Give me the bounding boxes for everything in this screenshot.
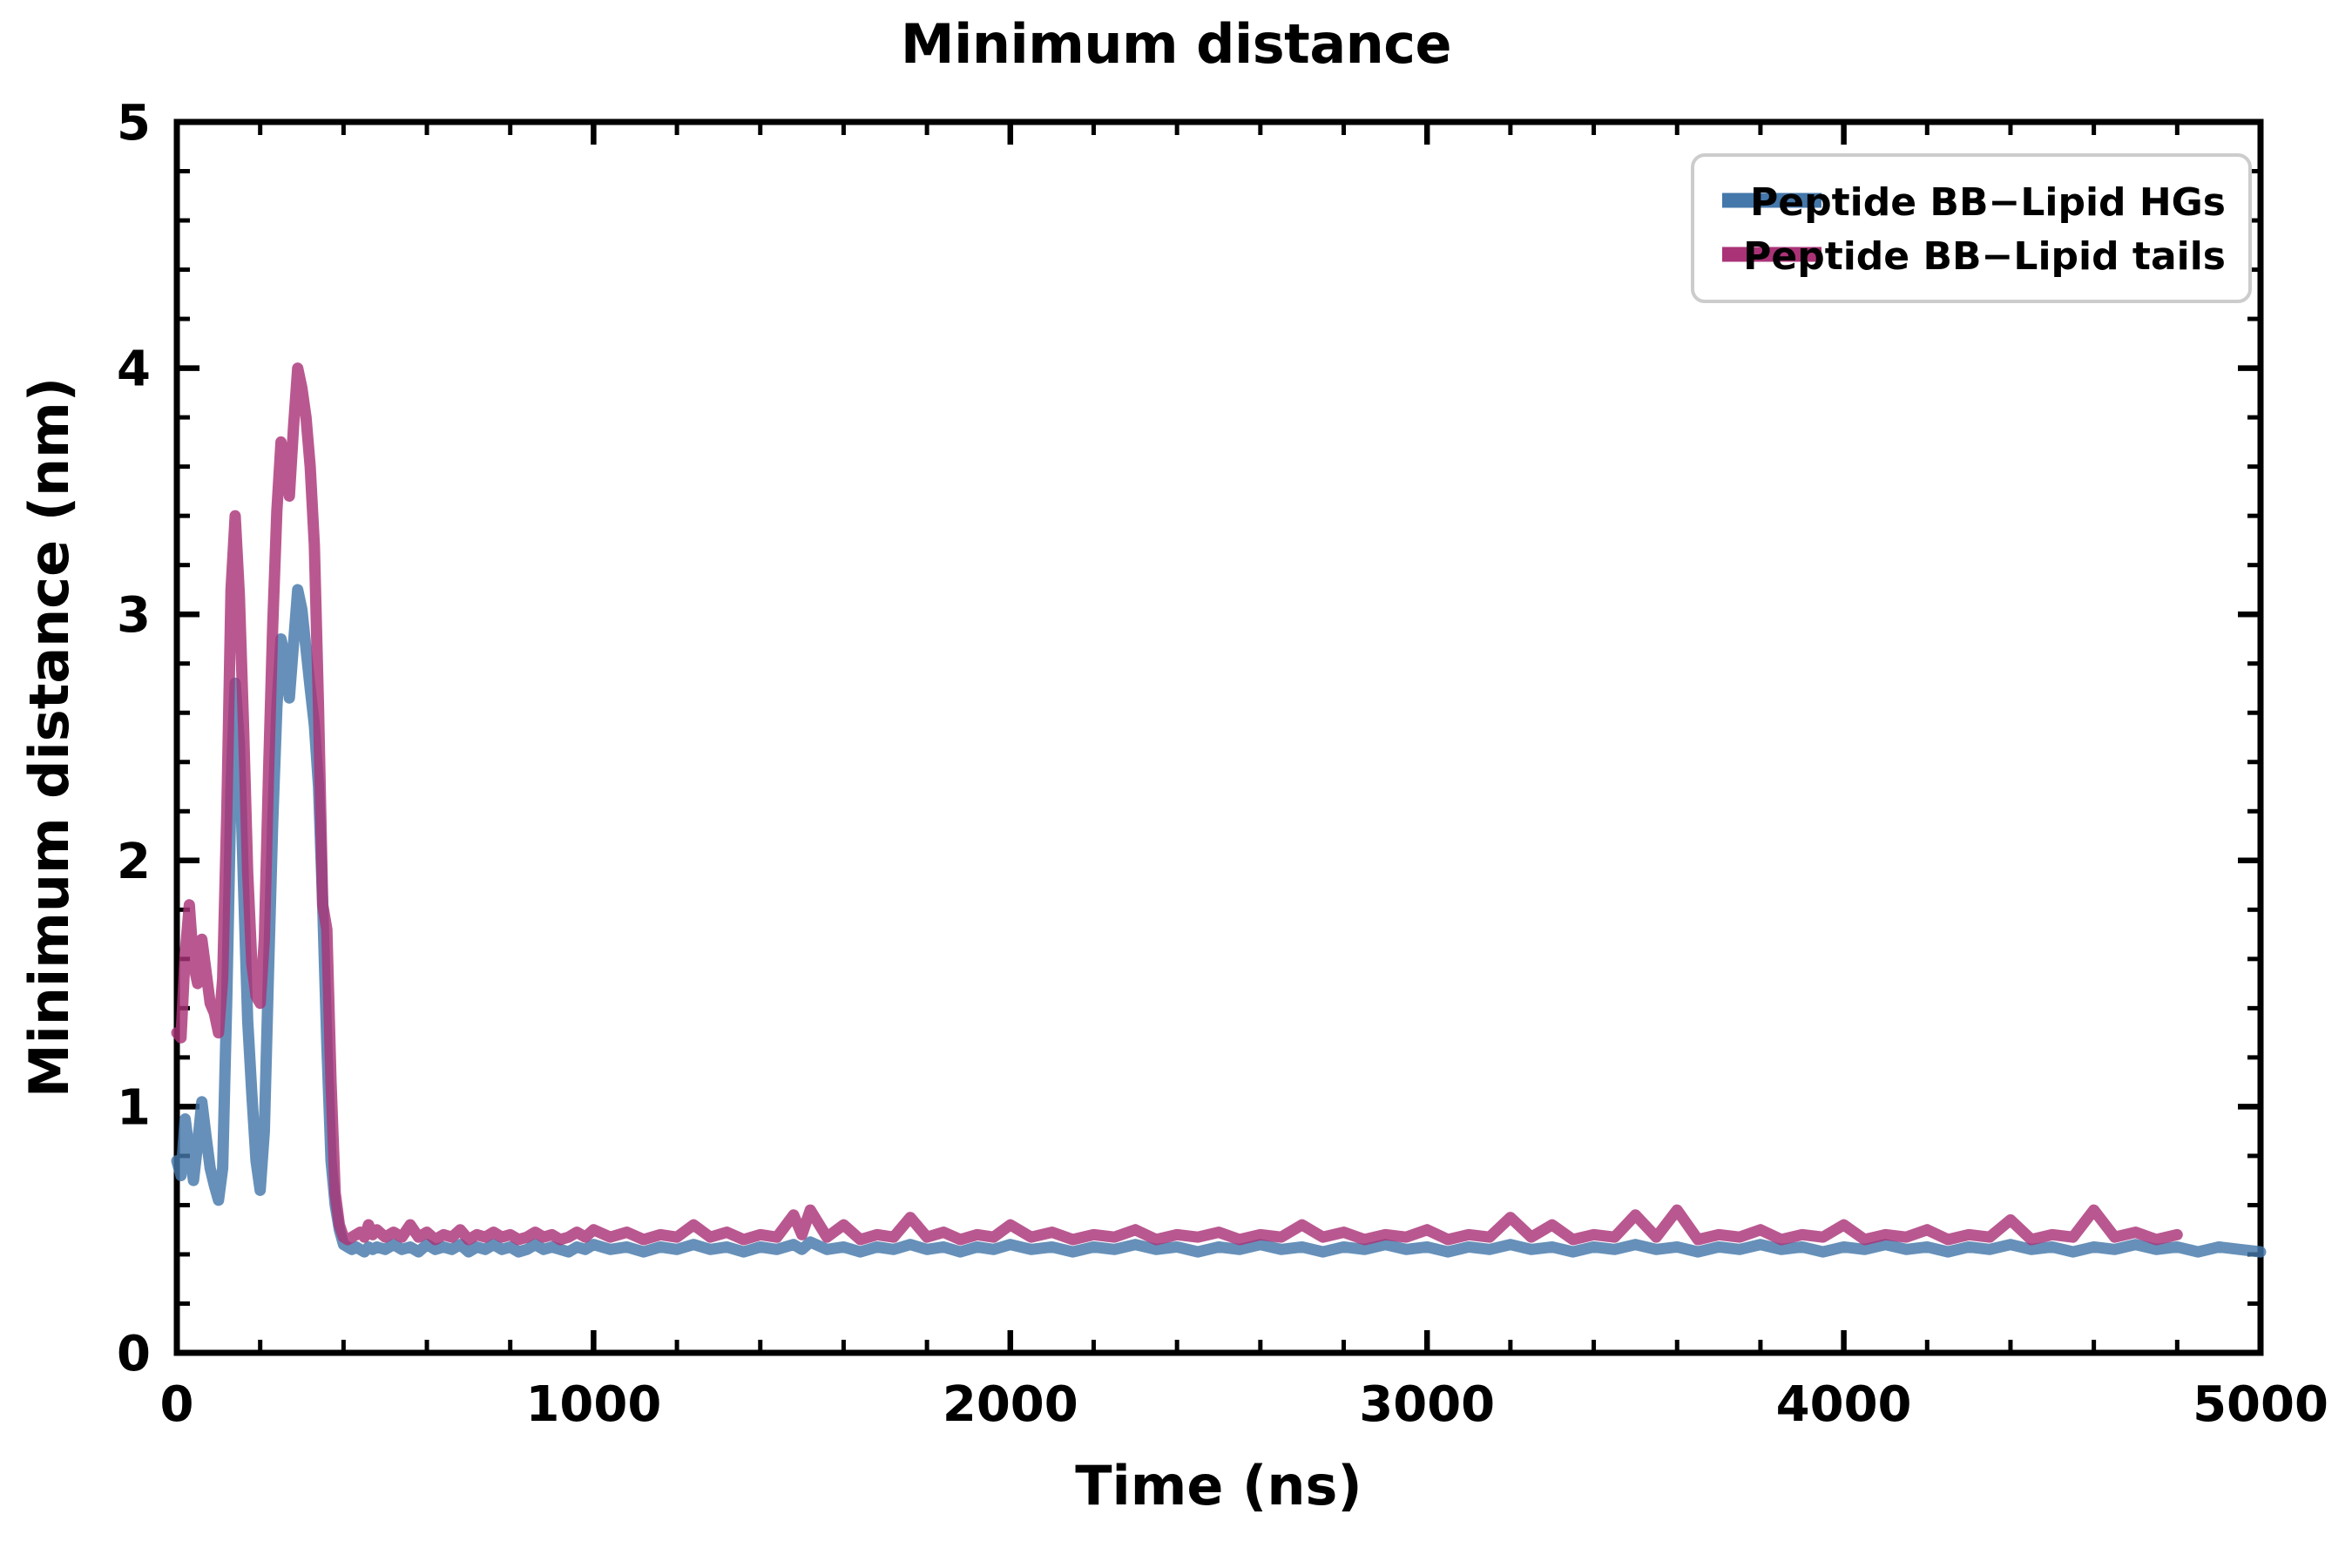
y-tick-label: 4 (117, 341, 151, 398)
legend-label-peptide-bb-lipid-hgs: Peptide BB−Lipid HGs (1750, 180, 2226, 225)
x-tick-label: 4000 (1776, 1376, 1912, 1433)
page-title: Minimum distance (900, 12, 1452, 76)
x-tick-label: 3000 (1359, 1376, 1495, 1433)
series-line-peptide-bb-lipid-hgs (171, 584, 2267, 1258)
x-axis-title: Time (ns) (1075, 1454, 1362, 1517)
x-tick-label: 0 (160, 1376, 194, 1433)
plot-frame (173, 118, 2264, 1356)
series-line-peptide-bb-lipid-tails (171, 362, 2183, 1246)
x-tick-label: 5000 (2193, 1376, 2328, 1433)
legend: Peptide BB−Lipid HGs Peptide BB−Lipid tai… (1691, 153, 2252, 303)
y-tick-label: 0 (117, 1326, 151, 1382)
y-tick-label: 1 (117, 1079, 151, 1136)
legend-box (1691, 153, 2252, 303)
y-tick-label: 2 (117, 834, 151, 890)
x-tick-label: 1000 (525, 1376, 661, 1433)
y-axis-title: Minimum distance (nm) (17, 377, 81, 1098)
x-tick-label: 2000 (943, 1376, 1078, 1433)
y-tick-label: 5 (117, 95, 151, 152)
legend-label-peptide-bb-lipid-tails: Peptide BB−Lipid tails (1743, 234, 2226, 279)
y-tick-label: 3 (117, 587, 151, 644)
